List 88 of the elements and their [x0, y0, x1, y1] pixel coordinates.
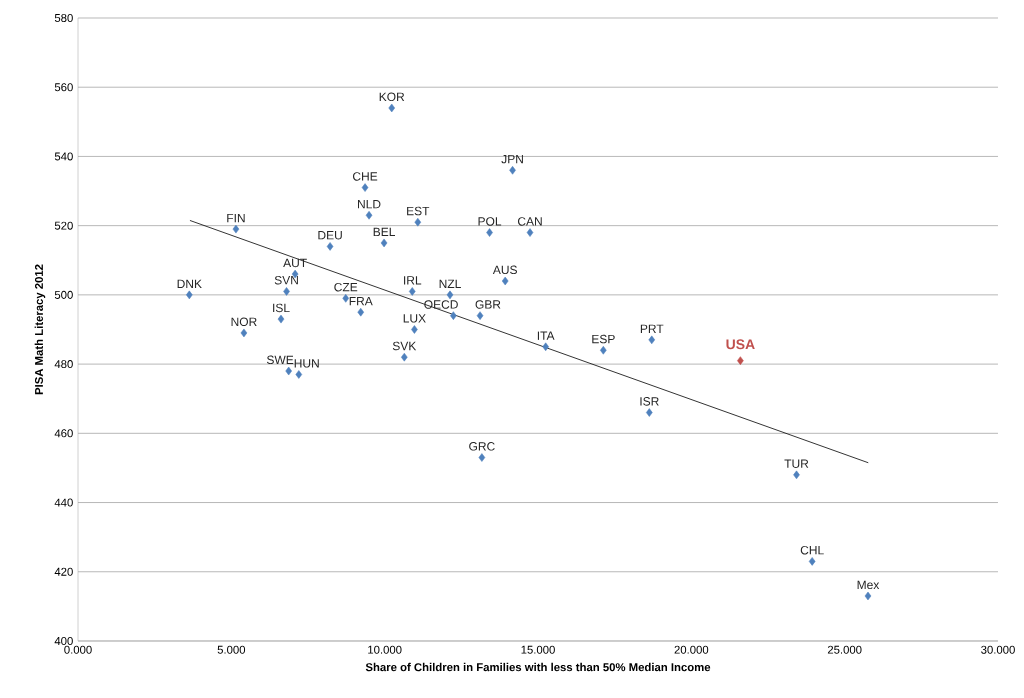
point: [542, 342, 549, 352]
point: [450, 311, 457, 320]
annotation: ITA: [537, 331, 555, 340]
point: [240, 328, 248, 338]
point: [414, 217, 422, 227]
point: [648, 335, 656, 345]
point: [186, 290, 193, 300]
y-tick-label: 440: [54, 498, 73, 507]
annotation: CAN: [517, 217, 542, 226]
annotation: JPN: [501, 154, 523, 164]
point: [388, 103, 395, 113]
annotation: ISR: [640, 397, 659, 406]
x-tick-label: 30.000: [981, 645, 1015, 654]
point: [232, 224, 240, 234]
point: [411, 325, 418, 334]
y-axis-title: PISA Math Literacy 2012: [34, 264, 46, 395]
point: [401, 352, 408, 362]
point: [285, 366, 292, 376]
annotation: AUS: [492, 265, 517, 275]
annotation: SVN: [274, 275, 298, 285]
annotation: FRA: [349, 296, 373, 306]
x-tick-label: 15.000: [521, 645, 555, 654]
y-tick-label: 580: [54, 13, 73, 22]
annotation: DEU: [318, 231, 342, 240]
y-tick-label: 400: [54, 636, 73, 645]
y-tick-label: 560: [54, 83, 73, 92]
x-tick-label: 25.000: [827, 645, 862, 654]
point: [793, 470, 800, 480]
point: [365, 211, 373, 220]
point: [509, 166, 516, 175]
annotation: NLD: [358, 200, 381, 209]
y-tick-label: 520: [54, 221, 73, 230]
point: [501, 276, 509, 286]
annotation: NOR: [231, 317, 257, 327]
annotation: ESP: [592, 334, 615, 344]
point: [283, 287, 290, 296]
annotation: GBR: [475, 300, 501, 309]
annotation: CHE: [352, 172, 378, 181]
x-tick-label: 0.000: [64, 645, 92, 654]
point: [526, 228, 534, 237]
annotation: LUX: [403, 314, 426, 323]
point: [409, 287, 416, 296]
y-tick-label: 480: [54, 360, 73, 369]
point: [446, 290, 454, 300]
annotation: GRC: [469, 442, 495, 451]
annotation: SVK: [392, 341, 417, 351]
point: [864, 591, 872, 601]
x-axis-title: Share of Children in Families with less than 50% Median Income: [365, 662, 711, 672]
annotation: DNK: [177, 279, 202, 288]
x-tick-label: 20.000: [674, 645, 709, 654]
annotation: EST: [407, 206, 430, 216]
annotation: POL: [478, 217, 502, 226]
x-tick-label: 10.000: [368, 645, 402, 654]
y-tick-label: 500: [54, 290, 73, 299]
annotation: AUT: [283, 258, 307, 268]
annotation: CZE: [334, 282, 358, 292]
annotation: OECD: [424, 300, 458, 309]
x-tick-label: 5.000: [217, 645, 246, 654]
annotation: FIN: [227, 213, 245, 223]
y-tick-label: 460: [54, 429, 73, 438]
annotation: PRT: [640, 324, 664, 333]
point: [600, 345, 607, 355]
annotation: BEL: [373, 227, 395, 237]
point: [476, 311, 484, 320]
point: [478, 453, 486, 462]
point: [361, 183, 369, 192]
point: [342, 294, 349, 303]
point: [326, 242, 334, 251]
annotation: HUN: [294, 359, 319, 368]
annotation: TUR: [784, 459, 809, 468]
y-tick-label: 540: [54, 152, 73, 161]
point: [380, 238, 388, 248]
point: [486, 228, 493, 237]
point: [737, 356, 744, 365]
series-label: USA: [726, 339, 755, 350]
annotation: ISL: [273, 303, 290, 313]
annotation: SWE: [266, 355, 294, 365]
annotation: CHL: [800, 545, 824, 555]
point: [646, 408, 653, 417]
annotation: IRL: [404, 276, 422, 285]
annotation: KOR: [379, 92, 405, 102]
y-tick-label: 420: [54, 567, 73, 576]
point: [808, 557, 816, 566]
point: [295, 370, 303, 379]
point: [357, 307, 365, 317]
annotation: Mex: [857, 580, 880, 590]
annotation: NZL: [439, 279, 461, 288]
point: [277, 314, 285, 324]
